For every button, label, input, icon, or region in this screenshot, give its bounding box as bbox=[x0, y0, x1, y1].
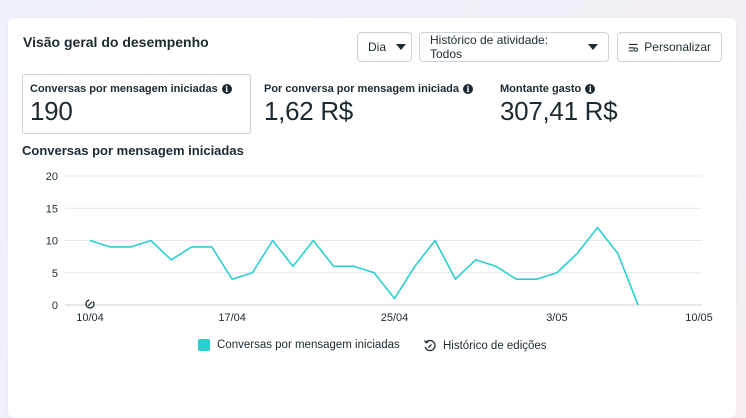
chevron-down-icon bbox=[588, 44, 598, 50]
series-line bbox=[89, 226, 639, 306]
metric-value: 190 bbox=[30, 96, 73, 126]
customize-button[interactable]: Personalizar bbox=[617, 32, 722, 62]
y-tick-label: 0 bbox=[52, 300, 58, 312]
performance-card bbox=[8, 18, 736, 418]
metric-conversations[interactable]: Conversas por mensagem iniciadas i 190 bbox=[22, 74, 251, 134]
settings-sliders-icon bbox=[628, 43, 638, 52]
x-tick-label: 10/05 bbox=[685, 312, 713, 324]
chart-title: Conversas por mensagem iniciadas bbox=[22, 143, 244, 158]
x-tick-label: 3/05 bbox=[546, 312, 567, 324]
x-tick-label: 25/04 bbox=[381, 312, 409, 324]
legend-edit-history[interactable]: Histórico de edições bbox=[423, 339, 547, 353]
metric-amount-spent[interactable]: Montante gasto i 307,41 R$ bbox=[500, 74, 618, 127]
metric-value: 1,62 R$ bbox=[264, 96, 353, 126]
line-chart: 0 5 10 15 20 10/04 17/04 25/04 3/05 10/05 bbox=[46, 171, 713, 324]
metric-cost-per-conversation[interactable]: Por conversa por mensagem iniciada i 1,6… bbox=[264, 74, 474, 127]
y-tick-label: 15 bbox=[46, 203, 58, 215]
chevron-down-icon bbox=[396, 44, 407, 50]
day-dropdown[interactable]: Dia bbox=[357, 32, 412, 62]
legend-series[interactable]: Conversas por mensagem iniciadas bbox=[198, 339, 400, 351]
y-tick-label: 5 bbox=[52, 268, 58, 280]
metric-label: Conversas por mensagem iniciadas bbox=[30, 83, 218, 95]
metric-label: Montante gasto bbox=[500, 83, 582, 95]
activity-history-label: Histórico de atividade: Todos bbox=[430, 33, 549, 61]
info-icon[interactable]: i bbox=[585, 84, 596, 94]
x-tick-label: 10/04 bbox=[76, 312, 104, 324]
metric-label: Por conversa por mensagem iniciada bbox=[264, 83, 460, 95]
legend-series-label: Conversas por mensagem iniciadas bbox=[217, 339, 400, 351]
edit-marker-icon bbox=[85, 299, 95, 309]
edit-history-icon bbox=[424, 339, 436, 352]
y-tick-label: 10 bbox=[46, 236, 58, 248]
y-tick-label: 20 bbox=[46, 171, 58, 183]
legend-edit-history-label: Histórico de edições bbox=[443, 340, 547, 352]
page-title: Visão geral do desempenho bbox=[23, 34, 209, 50]
info-icon[interactable]: i bbox=[221, 84, 232, 94]
metric-value: 307,41 R$ bbox=[500, 96, 618, 126]
info-icon[interactable]: i bbox=[463, 84, 474, 94]
activity-history-dropdown[interactable]: Histórico de atividade: Todos bbox=[419, 32, 609, 62]
day-dropdown-label: Dia bbox=[368, 40, 387, 54]
customize-label: Personalizar bbox=[644, 40, 711, 54]
legend-swatch bbox=[198, 339, 210, 351]
x-tick-label: 17/04 bbox=[218, 312, 246, 324]
